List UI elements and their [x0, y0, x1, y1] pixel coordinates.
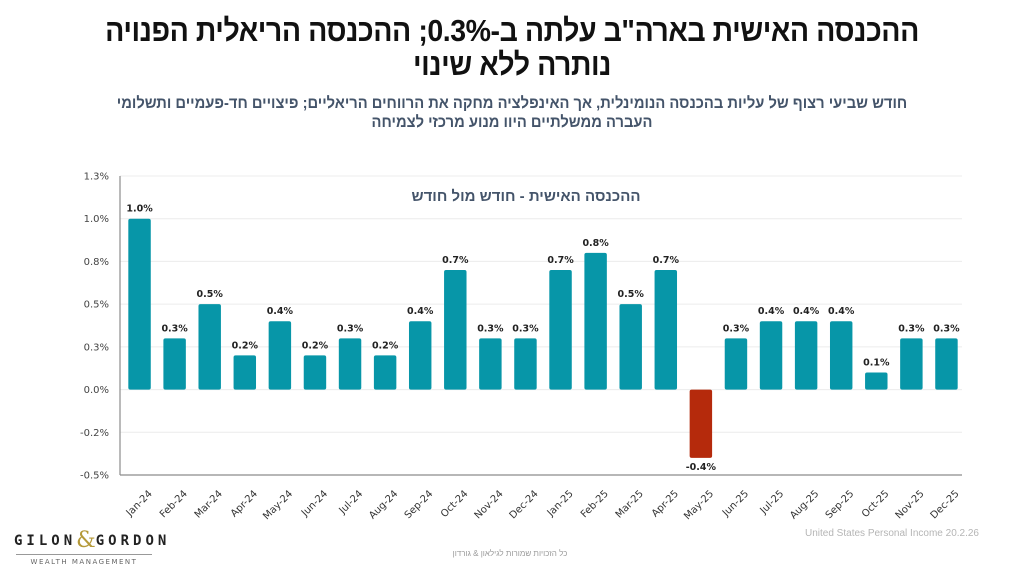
y-tick-label: 0.3% [84, 342, 109, 353]
x-tick-label: Feb-25 [579, 488, 611, 520]
data-label: 0.3% [723, 323, 750, 334]
bar [514, 338, 537, 390]
bar [584, 252, 607, 390]
data-label: -0.4% [686, 462, 717, 473]
x-tick-label: Jun-24 [299, 488, 330, 519]
x-tick-label: Jan-25 [545, 488, 576, 519]
data-label: 0.4% [758, 306, 785, 317]
x-tick-label: Aug-25 [788, 488, 821, 521]
subtitle-line-2: העברה ממשלתיים היוו מנוע מרכזי לצמיחה [371, 114, 653, 131]
logo-word-right: GORDON [95, 533, 171, 549]
bar [865, 372, 888, 390]
data-label: 0.4% [793, 306, 820, 317]
y-tick-label: 0.8% [84, 257, 109, 268]
x-tick-label: Apr-24 [229, 488, 260, 519]
x-tick-label: Mar-24 [193, 488, 225, 520]
subtitle-line-1: חודש שביעי רצוף של עליות בהכנסה הנומינלי… [116, 95, 908, 112]
logo-word-left: GILON [14, 533, 77, 549]
x-tick-label: May-25 [682, 488, 716, 522]
data-label: 0.5% [197, 289, 224, 300]
bar [549, 269, 572, 390]
bar [479, 338, 502, 390]
company-logo: GILON&GORDON WEALTH MANAGEMENT [14, 528, 166, 566]
x-tick-label: Jul-24 [337, 488, 366, 517]
page-subtitle: חודש שביעי רצוף של עליות בהכנסה הנומינלי… [78, 94, 946, 132]
data-label: 0.3% [161, 323, 188, 334]
bar [303, 355, 327, 390]
data-label: 0.4% [828, 306, 855, 317]
x-tick-label: Nov-25 [894, 488, 927, 521]
data-label: 0.2% [302, 340, 329, 351]
data-label: 0.4% [407, 306, 434, 317]
data-label: 0.3% [512, 323, 539, 334]
bar [373, 355, 397, 390]
bar [935, 338, 958, 390]
title-line-2: נותרה ללא שינוי [412, 47, 612, 82]
x-tick-label: Sep-24 [403, 488, 436, 521]
y-tick-label: -0.2% [80, 428, 109, 439]
data-label: 1.0% [126, 204, 153, 215]
data-label: 0.7% [547, 255, 574, 266]
x-tick-label: Apr-25 [650, 488, 681, 519]
bar [689, 389, 713, 458]
x-tick-label: Jul-25 [758, 488, 787, 517]
x-tick-label: Dec-25 [929, 488, 962, 521]
bar [408, 321, 432, 390]
data-label: 0.1% [863, 357, 890, 368]
logo-tagline: WEALTH MANAGEMENT [30, 558, 138, 566]
bar [724, 338, 748, 390]
logo-divider [16, 554, 152, 555]
y-tick-label: -0.5% [80, 471, 109, 482]
data-label: 0.2% [232, 340, 259, 351]
x-tick-label: Aug-24 [367, 488, 400, 521]
copyright-footer: כל הזכויות שמורות לגילאון & גורדון [452, 549, 568, 558]
y-tick-label: 1.3% [84, 172, 109, 183]
data-label: 0.2% [372, 340, 399, 351]
bar [338, 338, 362, 390]
data-label: 0.3% [898, 323, 925, 334]
bar [759, 321, 783, 390]
x-tick-label: Dec-24 [508, 488, 541, 521]
data-label: 0.7% [653, 255, 680, 266]
bar [163, 338, 186, 390]
x-tick-label: Oct-24 [439, 488, 471, 520]
data-label: 0.3% [933, 323, 960, 334]
data-label: 0.8% [582, 238, 609, 249]
x-tick-label: Nov-24 [473, 488, 506, 521]
bar [654, 269, 678, 390]
page-title: ההכנסה האישית בארה"ב עלתה ב-0.3%; ההכנסה… [78, 14, 946, 82]
source-note: United States Personal Income 20.2.26 [805, 528, 979, 539]
x-tick-label: May-24 [261, 488, 295, 522]
data-label: 0.4% [267, 306, 294, 317]
bar [128, 218, 151, 390]
logo-wordmark: GILON&GORDON [14, 528, 166, 553]
chart-title: ההכנסה האישית - חודש מול חודש [412, 188, 641, 205]
bar [900, 338, 923, 390]
y-tick-label: 0.5% [84, 300, 109, 311]
x-tick-label: Sep-25 [824, 488, 857, 521]
data-label: 0.7% [442, 255, 469, 266]
data-label: 0.3% [477, 323, 504, 334]
data-label: 0.5% [618, 289, 645, 300]
x-tick-label: Feb-24 [158, 488, 190, 520]
bar [794, 321, 818, 390]
bar [233, 355, 257, 390]
x-tick-label: Jan-24 [124, 488, 155, 519]
y-tick-label: 0.0% [84, 385, 109, 396]
title-line-1: ההכנסה האישית בארה"ב עלתה ב-0.3%; ההכנסה… [105, 13, 919, 48]
bar [444, 269, 467, 390]
y-tick-label: 1.0% [84, 214, 109, 225]
bar [198, 304, 221, 390]
x-tick-label: Mar-25 [614, 488, 646, 520]
bar [829, 321, 853, 390]
x-tick-label: Jun-25 [720, 488, 751, 519]
bar [268, 321, 292, 390]
bar [619, 304, 642, 390]
logo-ampersand: & [76, 528, 96, 553]
data-label: 0.3% [337, 323, 364, 334]
x-tick-label: Oct-25 [860, 488, 892, 520]
